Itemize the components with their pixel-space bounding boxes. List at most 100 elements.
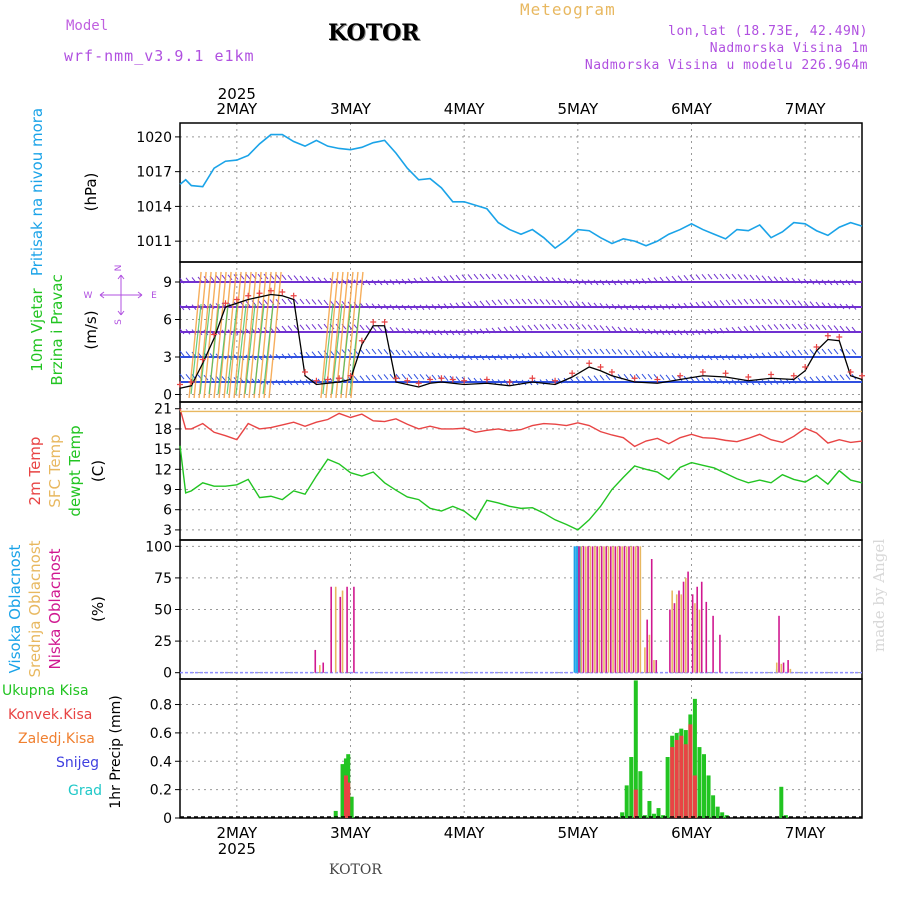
wind-gust-mark <box>608 369 615 375</box>
wind-strong-hatch <box>322 303 361 395</box>
precip-legend-1: Konvek.Kisa <box>8 707 92 723</box>
wind-gust-mark <box>654 376 661 383</box>
y-tick-label: 6 <box>163 313 172 329</box>
y-tick-label: 50 <box>154 603 172 619</box>
precip-bar <box>697 747 702 818</box>
top-day-label: 2MAY <box>216 100 258 118</box>
panel-wind: 0 3 6 9 <box>163 261 865 404</box>
wind-gust-mark <box>336 375 343 382</box>
pressure-unit-label: (hPa) <box>82 173 100 212</box>
wind-gust-mark <box>358 337 365 344</box>
temp-unit-label: (C) <box>89 460 107 482</box>
wind-speed-line <box>179 293 863 389</box>
station-elevation: Nadmorska Visina 1m <box>709 41 868 56</box>
top-year-label: 2025 <box>218 85 256 103</box>
y-tick-label: 9 <box>163 483 172 499</box>
compass-s: S <box>114 319 124 325</box>
y-tick-label: 100 <box>145 539 172 555</box>
precip-legend-3: Snijeg <box>56 755 99 771</box>
wind-gust-mark <box>404 377 411 384</box>
panel-precipitation: 0 0.2 0.4 0.6 0.8 <box>150 678 863 827</box>
compass-w: W <box>84 291 93 301</box>
meteogram-title: Meteogram <box>520 0 616 19</box>
wind-gust-mark <box>449 376 456 383</box>
precip-bar <box>633 789 638 818</box>
precip-bar <box>692 775 697 818</box>
bottom-day-label: 7MAY <box>785 824 827 842</box>
temperature-line-2 <box>179 445 863 531</box>
cloud-label-mid: Srednja Oblacnost <box>26 540 44 677</box>
y-tick-label: 6 <box>163 503 172 519</box>
precip-bar <box>346 782 351 818</box>
y-tick-label: 0.8 <box>150 698 172 714</box>
wind-gust-mark <box>245 292 252 299</box>
wind-gust-mark <box>699 369 706 375</box>
y-tick-label: 25 <box>154 634 172 650</box>
wind-gust-mark <box>222 300 229 307</box>
y-tick-label: 1011 <box>136 234 172 250</box>
temp-label-dewpt: dewpt Temp <box>66 425 84 516</box>
wind-gust-mark <box>313 377 320 384</box>
wind-gust-mark <box>347 372 354 379</box>
bottom-day-label: 5MAY <box>557 824 599 842</box>
precip-bar <box>651 813 656 818</box>
top-day-label: 3MAY <box>330 100 372 118</box>
wind-gust-mark <box>233 296 240 303</box>
wind-strong-hatch <box>190 303 274 395</box>
wind-gust-mark <box>631 375 638 382</box>
precip-bar <box>683 744 688 818</box>
model-label: Model <box>66 18 109 34</box>
wind-gust-mark <box>569 370 576 377</box>
y-tick-label: 75 <box>154 571 172 587</box>
bottom-day-label: 6MAY <box>671 824 713 842</box>
bottom-year-label: 2025 <box>218 840 256 858</box>
bottom-day-label: 3MAY <box>330 824 372 842</box>
top-day-label: 4MAY <box>444 100 486 118</box>
wind-gust-mark <box>370 319 377 325</box>
wind-unit-label: (m/s) <box>82 310 100 349</box>
y-tick-label: 12 <box>154 462 172 478</box>
y-tick-label: 3 <box>163 523 172 539</box>
precip-bar <box>620 812 625 818</box>
wind-barbs <box>179 348 857 361</box>
wind-gust-mark <box>427 376 434 383</box>
wind-gust-mark <box>586 360 593 367</box>
compass-e: E <box>151 291 157 301</box>
pressure-axis-label: Pritisak na nivou mora <box>28 108 46 276</box>
wind-gust-mark <box>438 375 445 382</box>
precip-bar <box>670 747 675 818</box>
wind-axis-label-2: Brzina i Pravac <box>48 274 66 385</box>
precip-bar <box>629 757 634 818</box>
precip-bar <box>343 775 348 818</box>
cloud-label-high: Visoka Oblacnost <box>6 544 24 673</box>
wind-gust-mark <box>859 372 865 379</box>
precip-bar <box>720 812 725 818</box>
precip-bar <box>674 739 679 818</box>
precip-legend-2: Zaledj.Kisa <box>18 731 95 747</box>
precip-legend-0: Ukupna Kisa <box>2 683 89 699</box>
bottom-day-label: 2MAY <box>216 824 258 842</box>
temp-label-sfc: SFC Temp <box>46 434 64 507</box>
wind-gust-mark <box>279 289 286 295</box>
y-tick-label: 1014 <box>136 199 172 215</box>
precip-bar <box>692 698 697 818</box>
bottom-day-label: 4MAY <box>444 824 486 842</box>
precip-bar <box>647 800 652 818</box>
wind-gust-mark <box>461 377 468 384</box>
wind-barbs <box>179 323 857 336</box>
wind-gust-mark <box>813 344 820 350</box>
wind-gust-mark <box>768 371 775 378</box>
wind-gust-mark <box>392 375 399 382</box>
precip-bar <box>715 806 720 818</box>
precip-bar <box>656 808 661 818</box>
wind-gust-mark <box>177 381 183 388</box>
cloud-label-low: Niska Oblacnost <box>46 548 64 669</box>
y-tick-label: 0 <box>163 666 172 682</box>
wind-gust-mark <box>483 376 490 383</box>
precip-bar <box>633 680 638 818</box>
wind-gust-mark <box>290 292 297 299</box>
precip-bar <box>688 724 693 818</box>
wind-gust-mark <box>722 370 729 377</box>
wind-gust-mark <box>824 332 831 339</box>
